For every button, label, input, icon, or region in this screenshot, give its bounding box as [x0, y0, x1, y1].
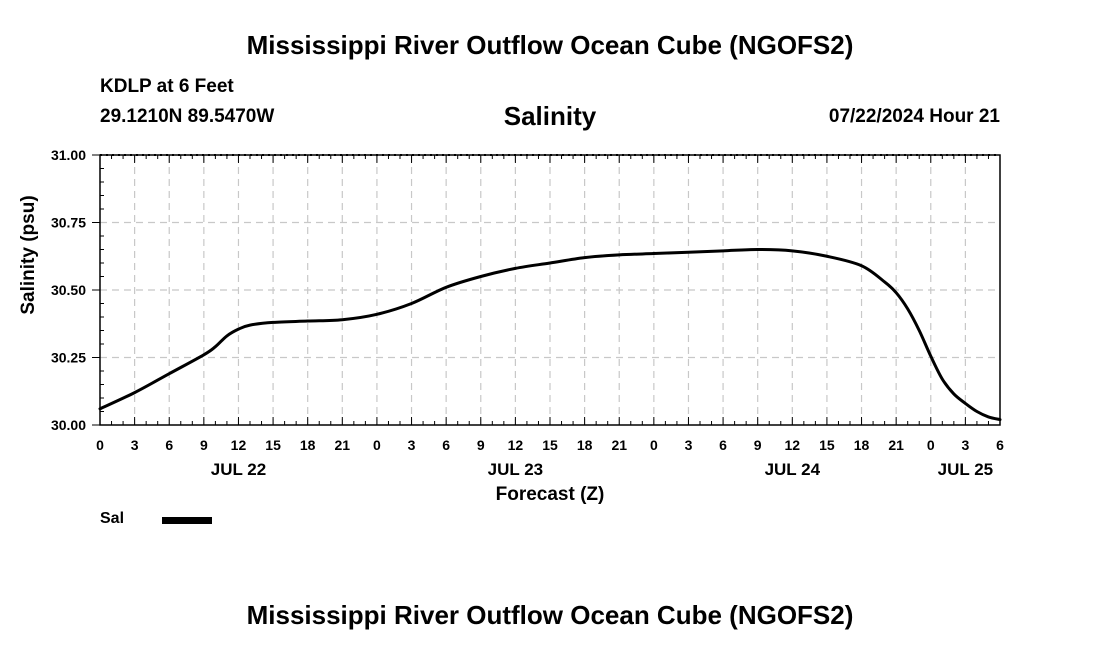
x-tick-label: 0	[96, 437, 104, 453]
x-tick-label: 3	[408, 437, 416, 453]
y-tick-label: 30.75	[51, 215, 86, 231]
x-tick-label: 12	[785, 437, 801, 453]
grid-lines	[100, 154, 1000, 425]
x-tick-label: 15	[265, 437, 281, 453]
station-coordinates: 29.1210N 89.5470W	[100, 106, 275, 127]
x-tick-label: 15	[542, 437, 558, 453]
series-line-sal	[98, 248, 1002, 422]
chart-title: Salinity	[503, 101, 597, 131]
date-label: JUL 24	[765, 460, 821, 479]
x-tick-label: 6	[719, 437, 727, 453]
footer-title: Mississippi River Outflow Ocean Cube (NG…	[246, 600, 854, 630]
legend-swatch-sal	[162, 517, 212, 524]
station-label: KDLP at 6 Feet	[100, 76, 234, 97]
x-tick-label: 12	[231, 437, 247, 453]
x-tick-label: 0	[373, 437, 381, 453]
x-axis-label: Forecast (Z)	[496, 484, 605, 505]
legend-label: Sal	[100, 510, 125, 527]
x-tick-label: 21	[888, 437, 904, 453]
axis-labels: 0 3 6 9 12 15 18 21 0 3 6 9 12 15 18 21 0 3 6 9 12 15 18 21 0 3 6 3…	[51, 147, 1004, 479]
x-tick-label: 9	[200, 437, 208, 453]
main-title: Mississippi River Outflow Ocean Cube (NG…	[246, 30, 854, 60]
x-tick-label: 3	[685, 437, 693, 453]
date-label: JUL 25	[938, 460, 993, 479]
y-tick-label: 30.00	[51, 417, 86, 433]
x-tick-label: 9	[754, 437, 762, 453]
x-tick-label: 6	[442, 437, 450, 453]
x-tick-label: 21	[611, 437, 627, 453]
x-tick-label: 3	[961, 437, 969, 453]
x-tick-label: 9	[477, 437, 485, 453]
x-tick-label: 12	[508, 437, 524, 453]
date-label: JUL 22	[211, 460, 266, 479]
x-tick-label: 6	[996, 437, 1004, 453]
y-tick-label: 30.50	[51, 282, 86, 298]
x-tick-label: 21	[335, 437, 351, 453]
x-tick-label: 0	[650, 437, 658, 453]
x-tick-label: 6	[165, 437, 173, 453]
x-tick-label: 18	[854, 437, 870, 453]
y-tick-label: 30.25	[51, 350, 86, 366]
axis-ticks	[92, 154, 1001, 426]
x-tick-label: 0	[927, 437, 935, 453]
x-tick-label: 15	[819, 437, 835, 453]
x-tick-label: 3	[131, 437, 139, 453]
x-tick-label: 18	[300, 437, 316, 453]
date-label: JUL 23	[488, 460, 543, 479]
y-tick-label: 31.00	[51, 147, 86, 163]
forecast-datetime: 07/22/2024 Hour 21	[828, 106, 1000, 127]
y-axis-label: Salinity (psu)	[18, 195, 39, 314]
x-tick-label: 18	[577, 437, 593, 453]
